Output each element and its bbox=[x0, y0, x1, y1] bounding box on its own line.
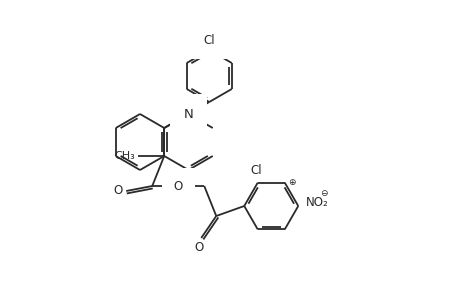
Text: N: N bbox=[183, 107, 193, 121]
Text: Cl: Cl bbox=[249, 164, 261, 177]
Text: Cl: Cl bbox=[203, 34, 215, 47]
Text: NO₂: NO₂ bbox=[306, 196, 328, 209]
Text: ⊕: ⊕ bbox=[287, 178, 295, 187]
Text: ⊖: ⊖ bbox=[319, 190, 327, 199]
Text: CH₃: CH₃ bbox=[114, 151, 135, 161]
Text: O: O bbox=[173, 179, 183, 193]
Text: O: O bbox=[194, 241, 203, 254]
Text: O: O bbox=[113, 184, 122, 197]
